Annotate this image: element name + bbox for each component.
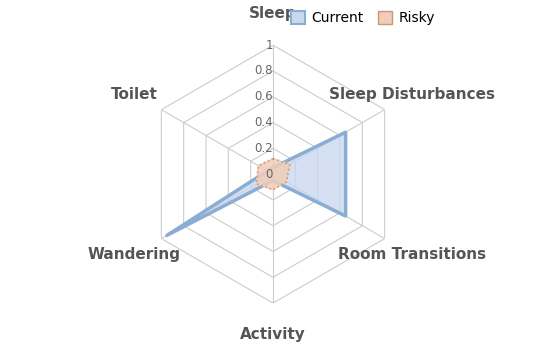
Legend: Current, Risky: Current, Risky bbox=[285, 6, 440, 31]
Polygon shape bbox=[167, 132, 346, 235]
Text: 0.2: 0.2 bbox=[255, 142, 273, 155]
Polygon shape bbox=[256, 159, 290, 190]
Text: 1: 1 bbox=[266, 39, 273, 52]
Text: 0.6: 0.6 bbox=[255, 90, 273, 103]
Text: 0.8: 0.8 bbox=[255, 64, 273, 78]
Text: 0.4: 0.4 bbox=[255, 116, 273, 129]
Text: 0: 0 bbox=[266, 167, 273, 181]
